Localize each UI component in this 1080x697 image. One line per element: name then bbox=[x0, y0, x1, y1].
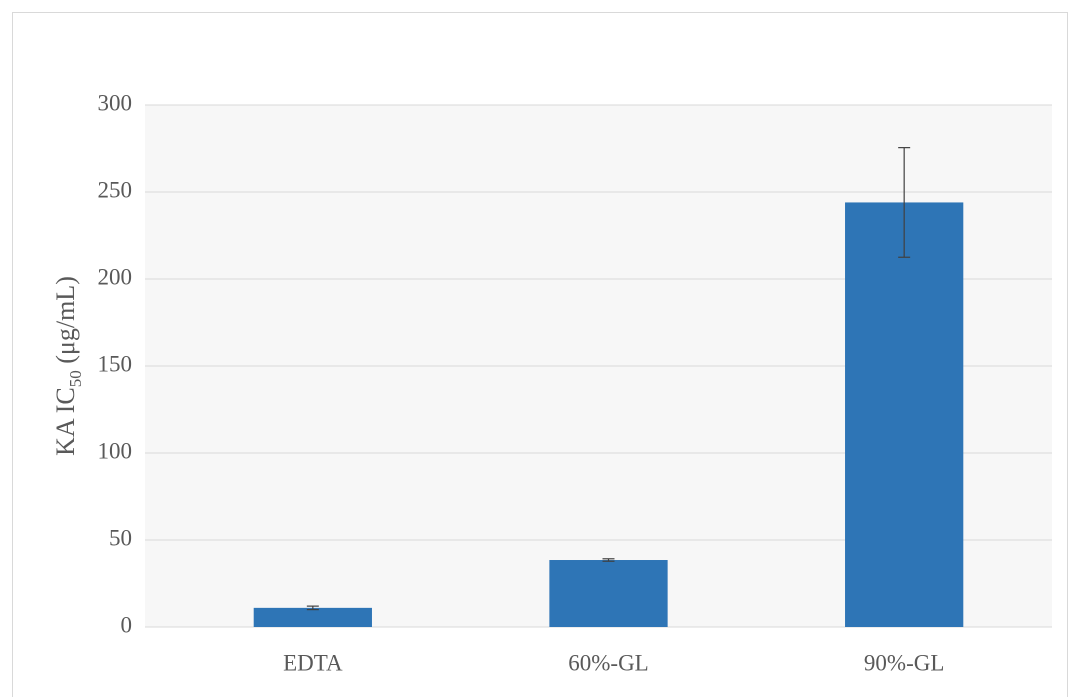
y-axis-label-part: KA IC bbox=[51, 387, 80, 456]
y-tick-label: 50 bbox=[109, 525, 132, 550]
x-tick-label: 60%-GL bbox=[568, 650, 648, 675]
bar bbox=[253, 607, 372, 627]
x-tick-label: 90%-GL bbox=[864, 650, 944, 675]
y-tick-label: 250 bbox=[98, 177, 133, 202]
y-axis-label-part: 50 bbox=[66, 370, 85, 387]
bar bbox=[845, 202, 964, 627]
y-tick-label: 300 bbox=[98, 90, 133, 115]
y-tick-label: 100 bbox=[98, 438, 133, 463]
y-axis-label: KA IC50 (μg/mL) bbox=[51, 276, 85, 456]
y-tick-label: 200 bbox=[98, 264, 133, 289]
y-tick-label: 150 bbox=[98, 351, 133, 376]
y-tick-label: 0 bbox=[121, 612, 133, 637]
x-tick-label: EDTA bbox=[283, 650, 343, 675]
y-axis-label-part: (μg/mL) bbox=[51, 276, 80, 370]
bar bbox=[549, 560, 668, 627]
